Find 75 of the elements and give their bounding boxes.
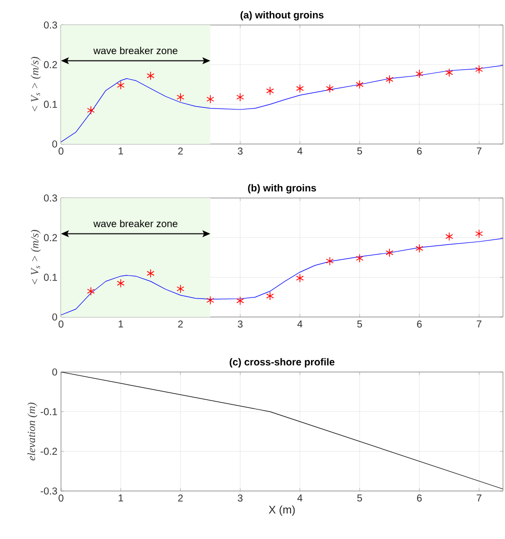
y-tick-label: 0.1 <box>44 100 57 108</box>
y-tick-label: 0.3 <box>44 194 58 202</box>
point <box>475 229 483 238</box>
point <box>146 268 154 278</box>
line-series <box>61 65 503 142</box>
x-tick-label: 0 <box>58 320 64 328</box>
x-tick-label: 1 <box>118 494 124 502</box>
point <box>416 244 424 253</box>
point <box>445 68 454 78</box>
chart-title: (b) with groins <box>248 184 316 194</box>
y-tick-label: 0 <box>52 313 58 321</box>
x-tick-label: 7 <box>476 148 482 154</box>
point <box>326 84 334 93</box>
point <box>116 278 125 288</box>
point <box>386 74 394 84</box>
point <box>296 84 304 93</box>
point <box>116 80 125 90</box>
y-axis-title: < V$_{s}$ > (m/s) <box>30 56 41 112</box>
x-tick-label: 2 <box>178 494 183 502</box>
point <box>356 80 364 89</box>
y-tick-label: -0.2 <box>40 448 57 455</box>
point <box>236 92 244 102</box>
y-tick-label: 0 <box>52 140 58 148</box>
band-label: wave breaker zone <box>93 220 178 228</box>
x-tick-label: 4 <box>297 148 302 154</box>
y-tick-label: 0.3 <box>44 21 58 29</box>
x-tick-label: 6 <box>417 494 422 502</box>
y-axis-title: elevation (m) <box>27 402 38 460</box>
x-tick-label: 5 <box>357 320 362 328</box>
y-axis-title: < V$_{s}$ > (m/s) <box>30 230 41 284</box>
x-tick-label: 6 <box>417 148 422 155</box>
x-tick-label: 3 <box>238 320 243 328</box>
point <box>296 274 304 283</box>
x-tick-label: 7 <box>476 320 482 328</box>
point <box>266 292 274 300</box>
x-tick-label: 5 <box>357 148 362 155</box>
x-tick-label: 4 <box>297 494 302 502</box>
point <box>146 71 154 80</box>
x-tick-label: 7 <box>476 494 482 502</box>
x-tick-label: 4 <box>297 320 302 328</box>
x-tick-label: 3 <box>238 494 243 502</box>
point <box>87 286 95 296</box>
point <box>236 296 244 306</box>
line-series <box>61 238 503 316</box>
x-tick-label: 6 <box>417 320 422 328</box>
x-tick-label: 0 <box>58 494 64 502</box>
y-tick-label: 0.1 <box>44 274 57 281</box>
y-tick-label: 0 <box>52 368 58 376</box>
point <box>176 284 184 294</box>
x-tick-label: 2 <box>178 320 183 328</box>
x-tick-label: 2 <box>178 148 183 155</box>
point <box>386 248 394 258</box>
point <box>266 86 274 96</box>
point <box>475 65 483 74</box>
chart-title: (a) without groins <box>240 11 324 20</box>
band-label: wave breaker zone <box>93 46 178 54</box>
point <box>326 256 334 266</box>
point <box>416 69 424 78</box>
point <box>445 232 454 241</box>
point <box>206 296 214 305</box>
x-tick-label: 0 <box>58 148 64 155</box>
x-tick-label: 1 <box>118 320 124 328</box>
x-tick-label: 3 <box>238 148 243 155</box>
chart-title: (c) cross-shore profile <box>230 358 334 368</box>
point <box>356 254 364 263</box>
y-tick-label: -0.1 <box>40 408 57 416</box>
y-tick-label: 0.2 <box>44 61 57 68</box>
point <box>176 92 184 102</box>
x-axis-title: X (m) <box>268 505 295 516</box>
y-tick-label: -0.3 <box>40 487 58 495</box>
point <box>87 106 95 115</box>
x-tick-label: 1 <box>118 148 124 154</box>
y-tick-label: 0.2 <box>44 234 57 242</box>
x-tick-label: 5 <box>357 494 362 502</box>
point <box>206 94 214 104</box>
